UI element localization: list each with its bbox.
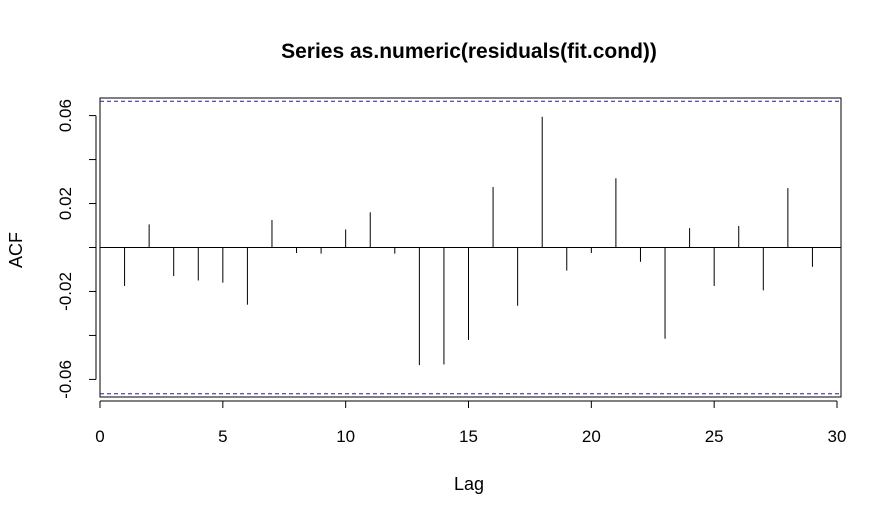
x-axis-label: Lag xyxy=(454,474,484,494)
x-tick-label: 0 xyxy=(95,427,104,446)
acf-bars xyxy=(124,116,813,366)
y-axis: -0.06 -0.02 0.02 0.06 xyxy=(56,99,97,399)
y-axis-label: ACF xyxy=(6,232,26,268)
x-axis: 0 5 10 15 20 25 30 xyxy=(95,400,847,446)
confidence-bands xyxy=(100,100,841,395)
x-tick-label: 15 xyxy=(459,427,478,446)
x-tick-label: 30 xyxy=(828,427,847,446)
x-tick-label: 5 xyxy=(218,427,227,446)
x-tick-label: 25 xyxy=(705,427,724,446)
y-tick-label: -0.06 xyxy=(56,360,75,399)
chart-title: Series as.numeric(residuals(fit.cond)) xyxy=(281,40,657,63)
y-tick-label: 0.06 xyxy=(56,99,75,132)
x-tick-label: 20 xyxy=(582,427,601,446)
x-tick-label: 10 xyxy=(336,427,355,446)
y-tick-label: 0.02 xyxy=(56,187,75,220)
y-tick-label: -0.02 xyxy=(56,272,75,311)
